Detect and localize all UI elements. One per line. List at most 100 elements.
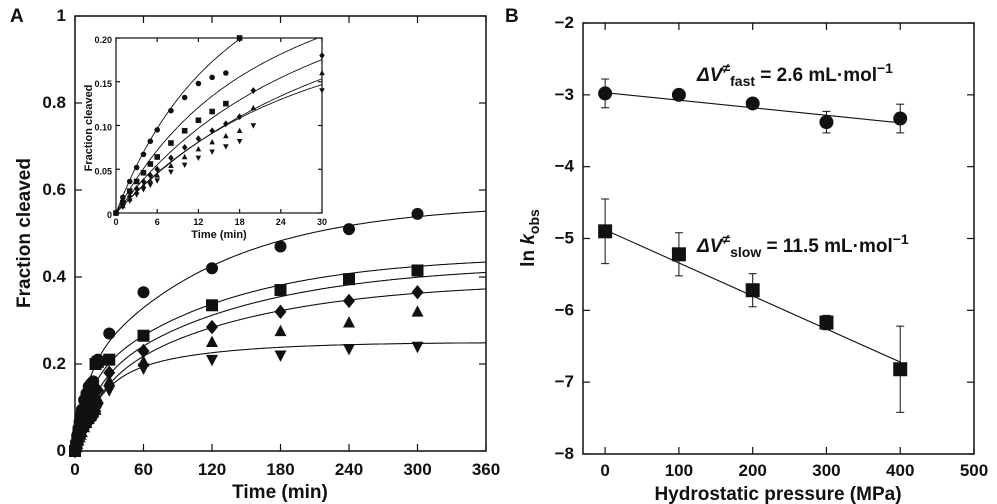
data-point-diamond: [206, 319, 218, 335]
panel-a-y-tick-label: 0.6: [42, 180, 66, 199]
inset-data-point-diamond: [209, 127, 215, 135]
inset-data-point-circle: [209, 74, 215, 81]
data-point-triangle: [91, 392, 104, 404]
panel-b-y-tick-label: −2: [555, 13, 574, 32]
panel-b-x-tick-label: 200: [738, 461, 766, 480]
panel-a-x-tick-label: 180: [266, 460, 294, 479]
data-point-diamond: [411, 285, 424, 300]
inset-data-point-diamond: [250, 87, 257, 94]
panel-b-data-points: [598, 86, 908, 377]
inset-data-point-diamond: [168, 154, 174, 162]
inset-data-point-circle: [195, 80, 202, 87]
inset-data-point-diamond: [236, 113, 243, 121]
inset-data-point-triangle: [223, 132, 229, 139]
data-point-fast: [819, 115, 834, 130]
inset-data-point-diamond: [195, 135, 202, 142]
data-point-circle: [343, 223, 355, 236]
panel-b-y-axis-title: ln kobs: [518, 209, 542, 267]
data-point-slow: [819, 315, 834, 330]
data-point-diamond: [274, 304, 287, 319]
panel-a-y-tick-label: 0.4: [42, 267, 66, 286]
panel-b-x-tick-label: 500: [960, 461, 988, 480]
panel-a-x-tick-label: 360: [472, 460, 500, 479]
inset-data-point-diamond: [181, 144, 188, 151]
data-point-inverted-triangle: [274, 350, 287, 362]
inset-data-point-square: [126, 188, 133, 194]
panel-b-y-tick-label: −7: [555, 372, 574, 391]
panel-a-letter: A: [10, 6, 24, 27]
inset-data-point-inverted-triangle: [113, 210, 119, 217]
data-point-circle: [274, 240, 287, 253]
data-point-fast: [598, 86, 613, 101]
inset-data-point-inverted-triangle: [140, 187, 147, 193]
data-point-square: [411, 264, 424, 277]
data-point-triangle: [206, 335, 218, 348]
inset-data-point-inverted-triangle: [319, 88, 325, 94]
data-point-square: [206, 299, 218, 312]
inset-data-point-circle: [181, 94, 188, 101]
inset-data-point-circle: [147, 138, 154, 145]
inset-x-tick-label: 24: [276, 217, 286, 227]
inset-data-point-square: [168, 140, 174, 146]
inset-frame: [115, 37, 323, 214]
panel-a-y-tick-label: 0.2: [42, 354, 66, 373]
data-point-diamond: [343, 293, 355, 309]
inset-data-point-square: [140, 169, 147, 176]
inset-y-tick-label: 0.20: [94, 35, 112, 45]
data-point-inverted-triangle: [411, 341, 424, 354]
panel-b-y-tick-label: −6: [555, 300, 574, 319]
data-point-inverted-triangle: [103, 385, 116, 397]
inset-data-point-diamond: [319, 52, 325, 59]
inset-y-tick-label: 0.15: [94, 79, 112, 89]
panel-b-letter: B: [505, 6, 519, 27]
inset-panel: 0 6 12 18 24 30 0 0.05 0.10 0.15 0.20 Time (min) F…: [83, 35, 327, 241]
inset-data-point-triangle: [168, 162, 174, 168]
data-point-circle: [103, 327, 116, 340]
panel-a-x-tick-label: 0: [70, 460, 79, 479]
inset-data-point-triangle: [236, 127, 243, 133]
inset-data-point-diamond: [140, 178, 147, 185]
data-point-inverted-triangle: [89, 410, 102, 422]
data-point-square: [343, 273, 355, 286]
inset-x-tick-label: 18: [235, 217, 245, 227]
inset-data-point-triangle: [209, 139, 215, 145]
inset-data-point-inverted-triangle: [181, 162, 188, 168]
inset-data-point-inverted-triangle: [236, 139, 243, 145]
inset-data-point-inverted-triangle: [250, 123, 257, 129]
panel-a-y-axis-title: Fraction cleaved: [14, 158, 35, 308]
inset-data-point-square: [223, 100, 229, 107]
data-point-triangle: [274, 324, 287, 337]
panel-b: B 0 100 200 300 400 500 −2 −3 −4 −5 −6 −7 −8 Hydrost…: [505, 6, 988, 504]
inset-data-point-inverted-triangle: [209, 149, 215, 155]
inset-data-point-inverted-triangle: [133, 192, 140, 198]
inset-data-point-circle: [154, 127, 160, 133]
data-point-triangle: [411, 305, 424, 317]
data-point-circle: [411, 207, 424, 220]
data-point-slow: [671, 247, 686, 262]
data-point-slow: [598, 224, 613, 239]
inset-data-point-inverted-triangle: [168, 169, 174, 175]
inset-data-point-inverted-triangle: [120, 204, 126, 210]
panel-b-y-tick-label: −5: [555, 229, 574, 248]
inset-data-point-diamond: [147, 172, 154, 179]
panel-b-x-tick-label: 100: [665, 461, 693, 480]
inset-data-points: [113, 35, 325, 217]
panel-a-x-axis-title: Time (min): [232, 482, 328, 503]
inset-data-point-circle: [140, 151, 147, 158]
data-point-slow: [893, 362, 908, 377]
inset-data-point-diamond: [223, 120, 229, 128]
panel-b-x-tick-label: 400: [886, 461, 914, 480]
inset-data-point-triangle: [195, 146, 202, 152]
data-point-square: [91, 355, 104, 368]
data-point-inverted-triangle: [91, 402, 104, 415]
panel-b-x-axis-title: Hydrostatic pressure (MPa): [654, 484, 901, 504]
data-point-inverted-triangle: [343, 343, 355, 356]
data-point-fast: [671, 87, 686, 102]
inset-data-point-triangle: [319, 69, 325, 76]
panel-b-y-tick-label: −8: [555, 444, 574, 463]
inset-y-axis-title: Fraction cleaved: [83, 85, 95, 172]
data-point-square: [274, 284, 287, 297]
data-point-triangle: [343, 316, 355, 328]
data-point-inverted-triangle: [137, 363, 150, 375]
inset-data-point-square: [236, 35, 243, 41]
